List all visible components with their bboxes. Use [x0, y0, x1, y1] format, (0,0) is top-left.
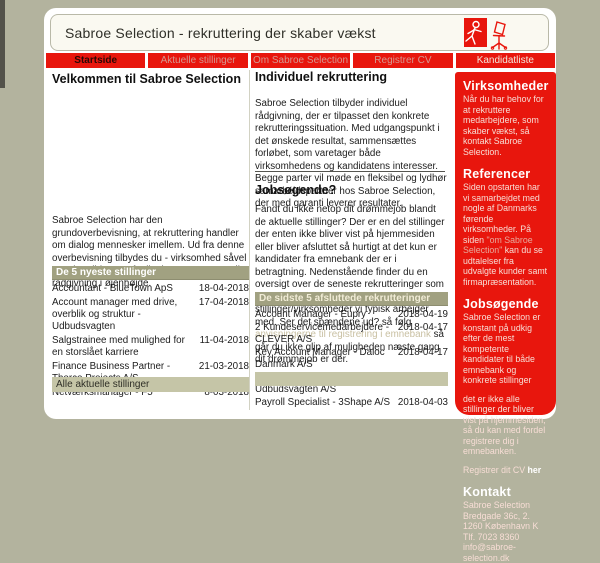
- main-nav: Startside Aktuelle stillinger Om Sabroe …: [46, 53, 556, 68]
- sidebar-heading-jobsogende: Jobsøgende: [463, 297, 539, 311]
- completed-row: Key Account Manager - Daloc Danmark A/S …: [255, 347, 448, 371]
- tab-om-sabroe-selection[interactable]: Om Sabroe Selection: [250, 53, 351, 68]
- completed-row: Payroll Specialist - 3Shape A/S 2018-04-…: [255, 397, 448, 409]
- completed-title[interactable]: 2 Kundeservicemedarbejdere - CLEVER A/S: [255, 322, 389, 345]
- site-header: Sabroe Selection - rekruttering der skab…: [50, 14, 549, 51]
- contact-city: 1260 København K: [463, 521, 539, 531]
- jobsogende-text2: det er ikke alle stillinger der bliver v…: [463, 393, 546, 457]
- completed-jobs-table: Account Manager - Eupry 2018-04-19 2 Kun…: [255, 309, 448, 410]
- company-logo-icon: [460, 17, 514, 58]
- welcome-heading: Velkommen til Sabroe Selection: [52, 72, 241, 86]
- completed-title[interactable]: Payroll Specialist - 3Shape A/S: [255, 397, 391, 408]
- job-title-link[interactable]: Accountant - BlueTown ApS: [52, 283, 173, 294]
- welcome-column: Velkommen til Sabroe Selection Sabroe Se…: [52, 70, 249, 415]
- completed-date: 2018-04-17: [397, 347, 448, 358]
- window-edge-strip: [0, 0, 5, 88]
- completed-jobs-footer-bar: [255, 372, 448, 386]
- info-sidebar: Virksomheder Når du har behov for at rek…: [455, 72, 556, 563]
- jobseeker-heading: Jobsøgende?: [255, 183, 337, 197]
- emnebank-registration-link[interactable]: anvisningerne til registrering i emneban…: [255, 329, 431, 340]
- contact-phone: Tlf. 7023 8360: [463, 531, 520, 542]
- job-date: 18-04-2018: [198, 283, 249, 294]
- om-sabroe-selection-link[interactable]: "om Sabroe Selection": [463, 234, 533, 256]
- tab-kandidatliste[interactable]: Kandidatliste: [455, 53, 556, 68]
- job-title-link[interactable]: Netværksmanager - F5: [52, 387, 153, 398]
- job-date: 21-03-2018: [198, 361, 249, 372]
- jobsogende-text1: Sabroe Selection er konstant på udkig ef…: [463, 312, 541, 385]
- completed-row: 2 Kundeservicemedarbejdere - CLEVER A/S …: [255, 322, 448, 346]
- newest-jobs-table: Accountant - BlueTown ApS 18-04-2018 Acc…: [52, 283, 249, 401]
- completed-title[interactable]: Account Manager - Eupry: [255, 309, 367, 320]
- contact-street: Bredgade 36c, 2.: [463, 510, 531, 521]
- job-row: Account manager med drive, overblik og s…: [52, 297, 249, 333]
- section-divider: [255, 171, 445, 172]
- recruitment-text: Sabroe Selection tilbyder individuel råd…: [255, 98, 447, 209]
- job-date: 17-04-2018: [198, 297, 249, 308]
- completed-date: 2018-04-19: [397, 309, 448, 320]
- job-date: 11-04-2018: [199, 335, 249, 346]
- contact-company: Sabroe Selection: [463, 500, 530, 510]
- completed-date: 2018-04-03: [397, 397, 448, 408]
- tab-aktuelle-stillinger[interactable]: Aktuelle stillinger: [148, 53, 248, 68]
- completed-title[interactable]: Key Account Manager - Daloc Danmark A/S: [255, 347, 385, 370]
- contact-email-link[interactable]: info@sabroe-selection.dk: [463, 542, 516, 563]
- recruitment-heading: Individuel rekruttering: [255, 70, 387, 84]
- register-cv-link[interactable]: her: [527, 464, 542, 475]
- tab-registrer-cv[interactable]: Registrer CV: [353, 53, 453, 68]
- job-row: Netværksmanager - F5 8-03-2018: [52, 387, 249, 399]
- register-cv-text: Registrer dit CV: [463, 464, 528, 475]
- job-date: 8-03-2018: [204, 387, 249, 398]
- column-divider: [249, 70, 250, 410]
- sidebar-heading-kontakt: Kontakt: [463, 485, 511, 499]
- jobseeker-text-after: så går du ikke glip af muligheden næste …: [255, 329, 444, 365]
- referencer-text-before: Siden opstarten har vi samarbejdet med n…: [463, 182, 540, 245]
- page-container: Sabroe Selection - rekruttering der skab…: [44, 8, 556, 563]
- main-content-column: Individuel rekruttering Sabroe Selection…: [255, 70, 448, 415]
- job-title-link[interactable]: Salgstrainee med mulighed for en storslå…: [52, 335, 185, 358]
- newest-jobs-header: De 5 nyeste stillinger: [52, 266, 249, 280]
- job-title-link[interactable]: Account manager med drive, overblik og s…: [52, 297, 178, 332]
- completed-date: 2018-04-17: [397, 322, 448, 333]
- tab-startside[interactable]: Startside: [46, 53, 146, 68]
- site-title: Sabroe Selection - rekruttering der skab…: [65, 24, 376, 41]
- referencer-text-after: kan du se udtalelser fra udvalgte kunder…: [463, 245, 548, 287]
- job-row: Accountant - BlueTown ApS 18-04-2018: [52, 283, 249, 295]
- virksomheder-text: Når du har behov for at rekruttere medar…: [463, 94, 544, 157]
- completed-jobs-header: De sidste 5 afsluttede rekrutteringer: [255, 292, 448, 306]
- all-jobs-link[interactable]: Alle aktuelle stillinger: [52, 377, 249, 392]
- register-cv-line: Registrer dit CV her: [463, 465, 548, 476]
- sidebar-heading-referencer: Referencer: [463, 167, 531, 181]
- sidebar-heading-virksomheder: Virksomheder: [463, 79, 549, 93]
- job-row: Salgstrainee med mulighed for en storslå…: [52, 335, 249, 359]
- completed-row: Account Manager - Eupry 2018-04-19: [255, 309, 448, 321]
- referencer-text: Siden opstarten har vi samarbejdet med n…: [463, 182, 548, 287]
